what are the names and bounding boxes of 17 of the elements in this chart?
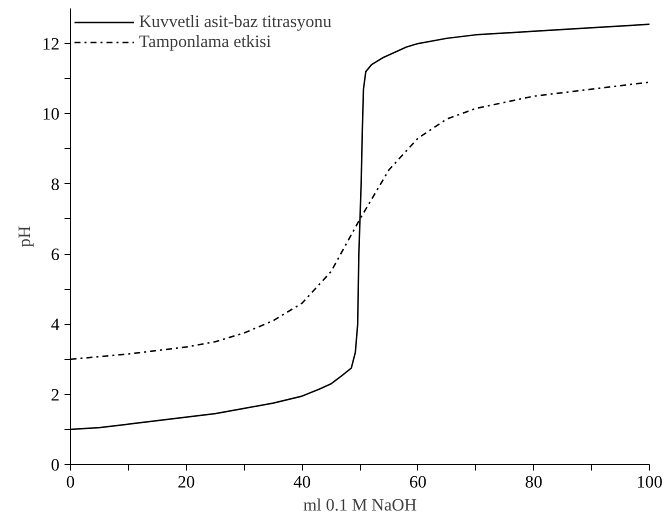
x-tick-label: 0 [66,472,75,492]
x-tick-label: 80 [525,472,542,492]
legend-label: Tamponlama etkisi [139,32,272,52]
y-axis-title: pH [15,226,34,248]
x-tick-label: 60 [409,472,427,492]
x-tick-label: 40 [293,472,311,492]
legend-label: Kuvvetli asit-baz titrasyonu [139,12,332,32]
y-tick-label: 10 [42,104,60,124]
x-tick-label: 20 [178,472,195,492]
y-tick-label: 2 [50,385,60,404]
y-tick-label: 8 [50,174,60,194]
y-tick-label: 6 [50,245,60,264]
y-tick-label: 4 [50,315,60,334]
y-tick-label: 0 [50,456,60,474]
x-tick-label: 100 [636,472,663,492]
y-tick-label: 12 [42,34,60,54]
x-axis-title: ml 0.1 M NaOH [303,496,417,514]
